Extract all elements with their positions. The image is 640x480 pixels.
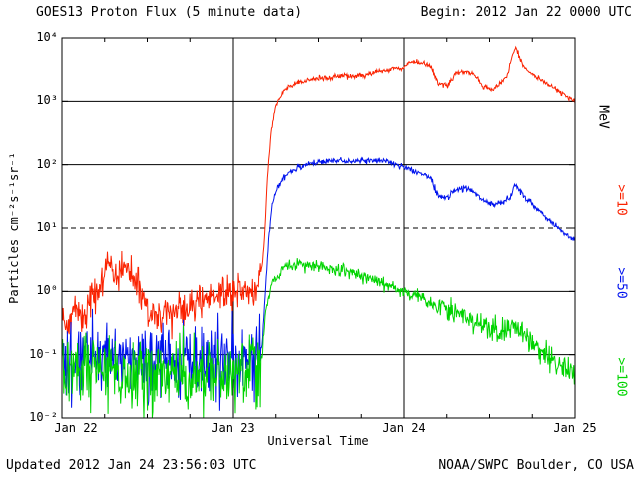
series-label-50: >=50 xyxy=(613,267,629,299)
x-tick-label: Jan 25 xyxy=(553,421,597,435)
series-label-100: >=100 xyxy=(613,357,629,397)
x-axis-label: Universal Time xyxy=(267,434,369,448)
chart-title: GOES13 Proton Flux (5 minute data) xyxy=(36,5,303,20)
right-axis-unit-label: MeV xyxy=(595,105,611,129)
begin-time-label: Begin: 2012 Jan 22 0000 UTC xyxy=(420,5,632,20)
data-source-label: NOAA/SWPC Boulder, CO USA xyxy=(438,458,634,473)
x-tick-label: Jan 24 xyxy=(382,421,426,435)
x-tick-label: Jan 23 xyxy=(211,421,255,435)
y-tick-label: 10² xyxy=(36,156,58,171)
plot-border xyxy=(61,37,576,419)
y-tick-label: 10⁰ xyxy=(36,283,58,298)
series-label-10: >=10 xyxy=(613,184,629,216)
y-tick-label: 10¹ xyxy=(36,220,58,234)
series-line-gege100 xyxy=(62,258,575,418)
y-tick-label: 10⁴ xyxy=(36,30,58,44)
y-tick-label: 10⁻¹ xyxy=(29,346,58,361)
y-tick-label: 10³ xyxy=(36,93,58,108)
y-tick-label: 10⁻² xyxy=(29,410,58,424)
series-line-gege10 xyxy=(62,45,575,340)
x-tick-label: Jan 22 xyxy=(54,421,98,435)
updated-timestamp: Updated 2012 Jan 24 23:56:03 UTC xyxy=(6,458,257,473)
